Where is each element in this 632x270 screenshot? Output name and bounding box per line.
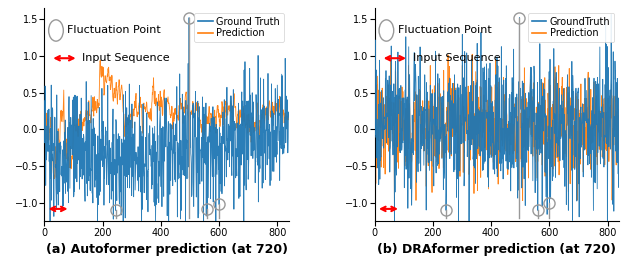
X-axis label: (a) Autoformer prediction (at 720): (a) Autoformer prediction (at 720) bbox=[46, 243, 288, 256]
Text: Input Sequence: Input Sequence bbox=[413, 53, 500, 63]
Text: Fluctuation Point: Fluctuation Point bbox=[68, 25, 161, 35]
X-axis label: (b) DRAformer prediction (at 720): (b) DRAformer prediction (at 720) bbox=[377, 243, 616, 256]
Text: Input Sequence: Input Sequence bbox=[82, 53, 170, 63]
Text: Fluctuation Point: Fluctuation Point bbox=[398, 25, 492, 35]
Legend: GroundTruth, Prediction: GroundTruth, Prediction bbox=[528, 13, 614, 42]
Legend: Ground Truth, Prediction: Ground Truth, Prediction bbox=[194, 13, 284, 42]
